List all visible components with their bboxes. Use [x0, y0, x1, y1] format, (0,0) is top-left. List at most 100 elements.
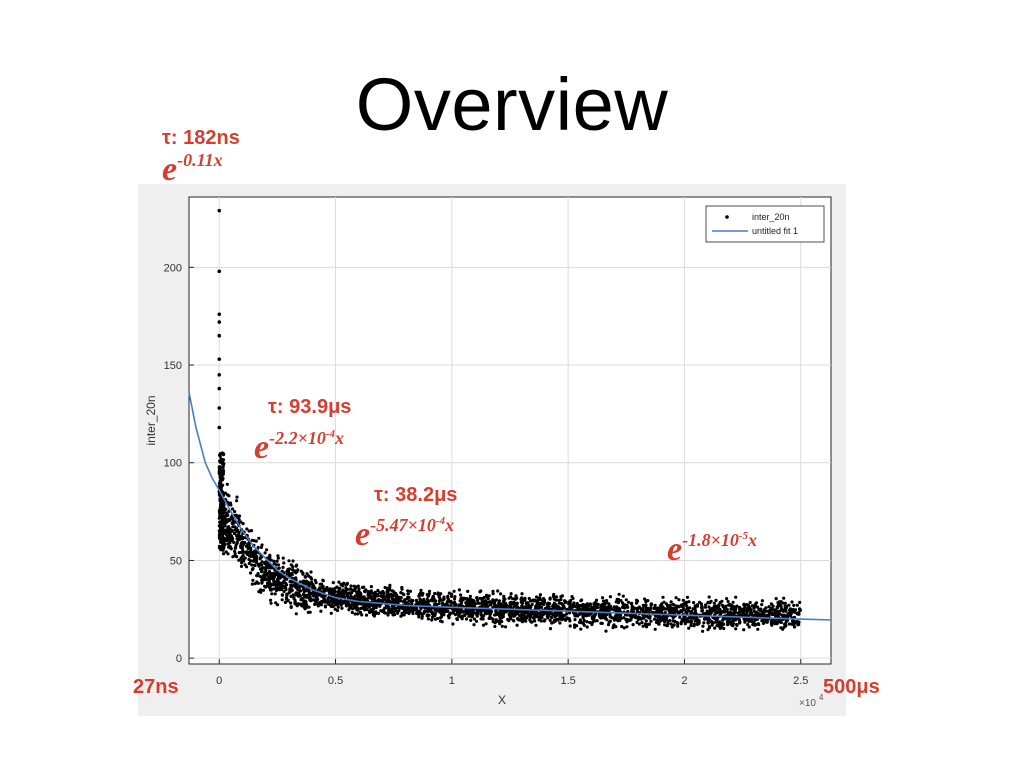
legend-label: inter_20n — [752, 212, 790, 222]
scatter-point — [643, 622, 648, 626]
scatter-point — [294, 564, 298, 568]
scatter-point — [243, 556, 247, 560]
scatter-point — [787, 622, 792, 626]
scatter-point — [235, 495, 239, 499]
scatter-point — [559, 611, 563, 615]
scatter-point — [625, 625, 629, 629]
scatter-point — [604, 606, 608, 610]
scatter-point — [231, 522, 235, 526]
scatter-point — [254, 539, 258, 543]
scatter-point — [608, 595, 613, 599]
scatter-point — [538, 593, 543, 597]
scatter-point — [777, 609, 782, 613]
scatter-point — [450, 601, 454, 605]
scatter-point — [601, 599, 606, 603]
scatter-point — [694, 616, 698, 620]
scatter-point — [464, 604, 468, 608]
x-axis-label: X — [498, 693, 506, 707]
scatter-point — [457, 588, 461, 592]
scatter-point — [230, 516, 234, 521]
scatter-point — [644, 624, 649, 629]
scatter-point — [727, 603, 732, 607]
scatter-point — [479, 589, 483, 593]
scatter-point — [665, 624, 670, 628]
scatter-point — [523, 596, 527, 600]
scatter-point — [548, 627, 553, 631]
scatter-point — [730, 612, 734, 617]
scatter-point — [341, 595, 346, 599]
scatter-point — [585, 625, 589, 629]
scatter-point — [702, 621, 706, 625]
scatter-point — [255, 560, 259, 564]
scatter-point — [369, 603, 373, 608]
scatter-point — [385, 590, 389, 594]
scatter-point — [604, 629, 608, 633]
exp-base: e — [667, 531, 683, 568]
scatter-point — [219, 503, 223, 507]
scatter-point — [714, 611, 718, 615]
scatter-point — [250, 538, 254, 542]
scatter-point — [538, 596, 542, 600]
scatter-point — [629, 602, 634, 606]
scatter-point — [305, 594, 309, 599]
scatter-outlier-point — [217, 425, 222, 430]
exp-base: e — [254, 429, 270, 466]
scatter-point — [643, 604, 647, 608]
scatter-point — [272, 559, 276, 563]
scatter-point — [360, 585, 365, 590]
scatter-point — [218, 473, 222, 477]
scatter-point — [649, 602, 654, 607]
scatter-point — [502, 609, 506, 613]
scatter-point — [372, 593, 376, 597]
scatter-point — [369, 585, 373, 589]
scatter-point — [530, 602, 534, 607]
scatter-point — [218, 532, 222, 536]
scatter-point — [335, 599, 339, 603]
scatter-point — [221, 536, 226, 540]
scatter-point — [279, 582, 284, 586]
scatter-point — [679, 609, 683, 613]
scatter-point — [370, 591, 374, 595]
scatter-point — [280, 598, 284, 602]
scatter-point — [726, 619, 730, 623]
scatter-point — [707, 626, 712, 630]
scatter-point — [662, 600, 666, 604]
scatter-point — [233, 554, 237, 558]
scatter-point — [508, 615, 512, 619]
scatter-point — [368, 610, 372, 615]
scatter-point — [653, 627, 657, 631]
scatter-point — [419, 588, 423, 592]
scatter-point — [709, 611, 713, 615]
scatter-point — [685, 595, 690, 599]
scatter-point — [765, 609, 769, 613]
x-tick-label: 0 — [216, 675, 222, 687]
scatter-point — [699, 605, 704, 610]
scatter-point — [491, 598, 495, 602]
scatter-point — [581, 602, 585, 607]
scatter-point — [348, 595, 352, 599]
scatter-point — [221, 542, 225, 546]
scatter-point — [551, 594, 556, 599]
scatter-point — [420, 616, 424, 620]
scatter-point — [268, 582, 272, 587]
scatter-point — [748, 611, 753, 616]
scatter-point — [453, 597, 457, 601]
scatter-point — [404, 609, 408, 613]
scatter-point — [460, 615, 464, 619]
scatter-point — [500, 624, 504, 628]
scatter-point — [726, 623, 730, 627]
scatter-point — [472, 623, 476, 627]
scatter-point — [417, 615, 421, 619]
scatter-point — [543, 607, 547, 611]
scatter-point — [774, 597, 778, 601]
scatter-point — [581, 612, 585, 617]
scatter-point — [466, 612, 470, 616]
scatter-point — [602, 613, 606, 617]
scatter-point — [617, 607, 621, 611]
scatter-point — [580, 607, 584, 611]
fit-line — [188, 392, 832, 621]
scatter-point — [265, 563, 269, 567]
scatter-point — [336, 590, 340, 594]
x-multiplier-exponent: 4 — [819, 693, 824, 702]
scatter-point — [567, 611, 572, 615]
